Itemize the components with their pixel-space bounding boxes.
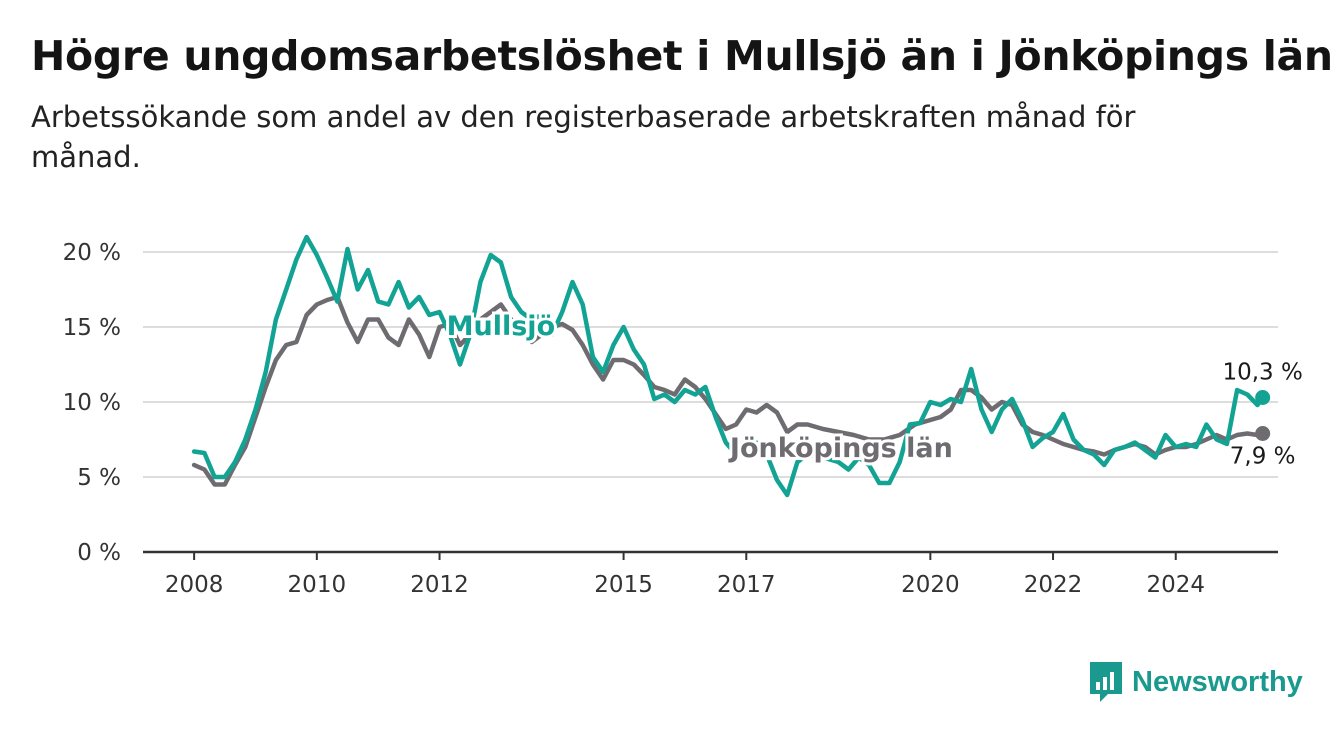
chart-subtitle: Arbetssökande som andel av den registerb… [31, 100, 1136, 174]
x-tick-label: 2024 [1146, 572, 1205, 598]
newsworthy-brand[interactable]: Newsworthy [1088, 660, 1303, 704]
chart-title: Högre ungdomsarbetslöshet i Mullsjö än i… [31, 32, 1333, 80]
gridlines [143, 251, 1278, 478]
end-value-label-jonkopings-lan: 7,9 % [1230, 444, 1296, 470]
x-tick-label: 2010 [288, 572, 347, 598]
series-line-mullsjo [191, 234, 1265, 498]
end-markers [1255, 390, 1271, 441]
y-tick-label: 10 % [63, 390, 121, 416]
y-tick-label: 15 % [63, 315, 121, 341]
series-label-jonkopings-lan: Jönköpings län [728, 433, 953, 464]
end-value-label-mullsjo: 10,3 % [1222, 360, 1302, 386]
x-tick-label: 2008 [165, 572, 224, 598]
series-lines [191, 234, 1265, 498]
newsworthy-logo-icon [1090, 662, 1122, 702]
end-marker-mullsjo [1255, 390, 1271, 405]
y-tick-label: 20 % [63, 240, 121, 266]
x-axis-ticks: 2008 2010 2012 2015 2017 2020 2022 2024 [165, 552, 1205, 598]
x-tick-label: 2020 [901, 572, 960, 598]
x-tick-label: 2017 [717, 572, 776, 598]
y-tick-label: 5 % [77, 465, 121, 491]
y-tick-label: 0 % [77, 540, 121, 566]
x-tick-label: 2022 [1024, 572, 1083, 598]
series-label-mullsjo: Mullsjö [447, 311, 555, 342]
brand-name: Newsworthy [1132, 665, 1303, 698]
x-tick-label: 2015 [594, 572, 653, 598]
y-axis-ticks: 0 % 5 % 10 % 15 % 20 % [63, 240, 121, 566]
end-marker-jonkopings-lan [1255, 426, 1271, 441]
series-line-jonkopings-lan [191, 294, 1265, 487]
x-tick-label: 2012 [410, 572, 469, 598]
